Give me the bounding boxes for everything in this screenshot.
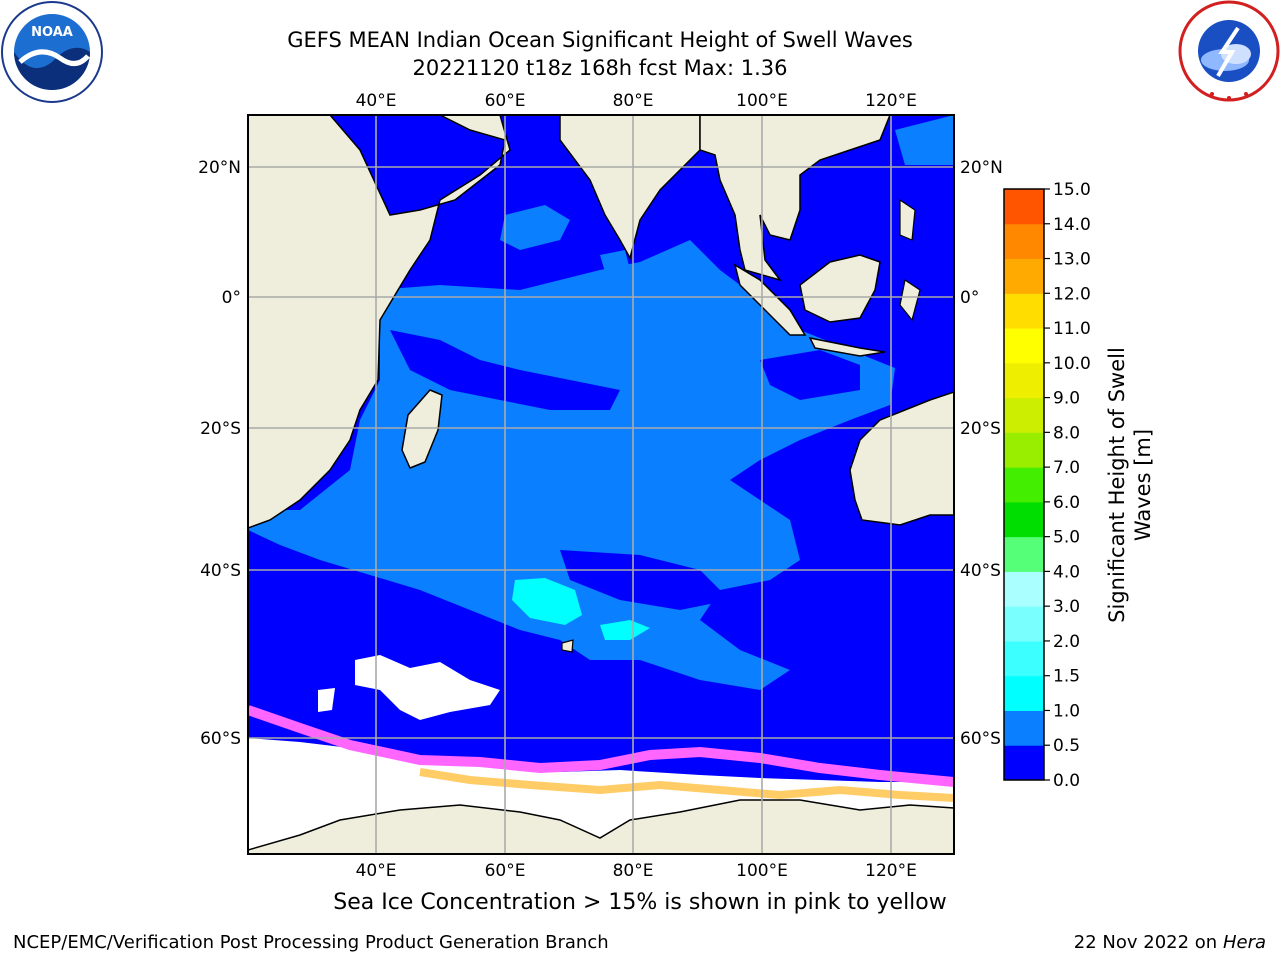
colorbar-tick-label: 9.0 (1053, 389, 1080, 409)
colorbar-tick-label: 6.0 (1053, 493, 1080, 513)
colorbar-tick-label: 2.0 (1053, 632, 1080, 652)
lat-tick-right-0: 0° (960, 288, 979, 308)
colorbar-tick-label: 8.0 (1053, 423, 1080, 443)
colorbar-segment (1004, 710, 1044, 746)
colorbar-segment (1004, 362, 1044, 399)
noaa-logo: NOAA (1, 1, 103, 103)
sea-ice-note: Sea Ice Concentration > 15% is shown in … (333, 890, 947, 915)
colorbar-segment (1004, 328, 1044, 364)
swell-region-high (512, 578, 582, 625)
lon-tick-bottom-40: 40°E (356, 861, 397, 881)
colorbar-tick-label: 5.0 (1053, 528, 1080, 548)
colorbar-tick-label: 4.0 (1053, 562, 1080, 582)
lat-tick-left-0: 0° (222, 288, 241, 308)
graticule (248, 115, 954, 854)
lon-tick-top-120: 120°E (865, 91, 917, 111)
colorbar-segment (1004, 432, 1044, 468)
lat-tick-right-20n: 20°N (960, 158, 1003, 178)
lat-tick-left-40s: 40°S (200, 561, 241, 581)
footer-host: Hera (1222, 932, 1266, 953)
land-madagascar (401, 389, 443, 469)
footer-credit: NCEP/EMC/Verification Post Processing Pr… (13, 932, 609, 953)
lat-tick-left-60s: 60°S (200, 729, 241, 749)
colorbar-tick-label: 1.0 (1053, 701, 1080, 721)
colorbar-tick-label: 13.0 (1053, 250, 1091, 270)
colorbar-tick-label: 15.0 (1053, 180, 1091, 200)
colorbar-segment (1004, 606, 1044, 642)
lat-tick-left-20n: 20°N (198, 158, 241, 178)
colorbar-frame (1003, 188, 1045, 781)
colorbar-segment (1004, 501, 1044, 538)
colorbar-segment (1004, 397, 1044, 433)
colorbar-tick-label: 3.0 (1053, 597, 1080, 617)
map-area (248, 115, 954, 854)
noaa-logo-text: NOAA (31, 25, 73, 40)
lon-tick-bottom-120: 120°E (865, 861, 917, 881)
colorbar-title: Significant Height of Swell Waves [m] (1105, 347, 1155, 623)
colorbar-tick-label: 12.0 (1053, 284, 1091, 304)
land-australia (849, 391, 954, 526)
chart-title: GEFS MEAN Indian Ocean Significant Heigh… (287, 28, 913, 52)
lat-tick-right-20s: 20°S (960, 419, 1001, 439)
colorbar-tick-label: 10.0 (1053, 354, 1091, 374)
land-borneo (799, 254, 881, 323)
colorbar-tick-label: 11.0 (1053, 319, 1091, 339)
lat-tick-right-60s: 60°S (960, 729, 1001, 749)
lon-tick-top-60: 60°E (485, 91, 526, 111)
colorbar-segment (1004, 675, 1044, 711)
colorbar (1004, 189, 1044, 781)
lon-tick-top-40: 40°E (356, 91, 397, 111)
footer-date: 22 Nov 2022 on Hera (1074, 932, 1266, 953)
lon-tick-bottom-100: 100°E (736, 861, 788, 881)
colorbar-segment (1004, 571, 1044, 607)
nws-logo (1178, 0, 1280, 102)
colorbar-segment (1004, 745, 1044, 781)
footer-date-text: 22 Nov 2022 on (1073, 932, 1218, 953)
colorbar-segment (1004, 536, 1044, 572)
land-java (808, 336, 886, 357)
colorbar-tick-label: 0.0 (1053, 771, 1080, 791)
lon-tick-top-80: 80°E (613, 91, 654, 111)
colorbar-segment (1004, 258, 1044, 294)
chart-subtitle: 20221120 t18z 168h fcst Max: 1.36 (412, 56, 788, 80)
land-sumatra (733, 263, 807, 336)
colorbar-segment (1004, 223, 1044, 260)
colorbar-segment (1004, 293, 1044, 329)
lon-tick-top-100: 100°E (736, 91, 788, 111)
colorbar-tick-label: 0.5 (1053, 736, 1080, 756)
map-frame (247, 114, 955, 855)
land-southeast-asia (699, 115, 891, 282)
colorbar-segment (1004, 467, 1044, 503)
land-africa-arabia (248, 115, 511, 529)
colorbar-tick-label: 7.0 (1053, 458, 1080, 478)
lon-tick-bottom-80: 80°E (613, 861, 654, 881)
colorbar-tick-label: 14.0 (1053, 215, 1091, 235)
colorbar-segment (1004, 640, 1044, 677)
lat-tick-right-40s: 40°S (960, 561, 1001, 581)
lon-tick-bottom-60: 60°E (485, 861, 526, 881)
land-antarctica (248, 799, 954, 854)
colorbar-tick-label: 1.5 (1053, 667, 1080, 687)
colorbar-segment (1004, 189, 1044, 225)
lat-tick-left-20s: 20°S (200, 419, 241, 439)
